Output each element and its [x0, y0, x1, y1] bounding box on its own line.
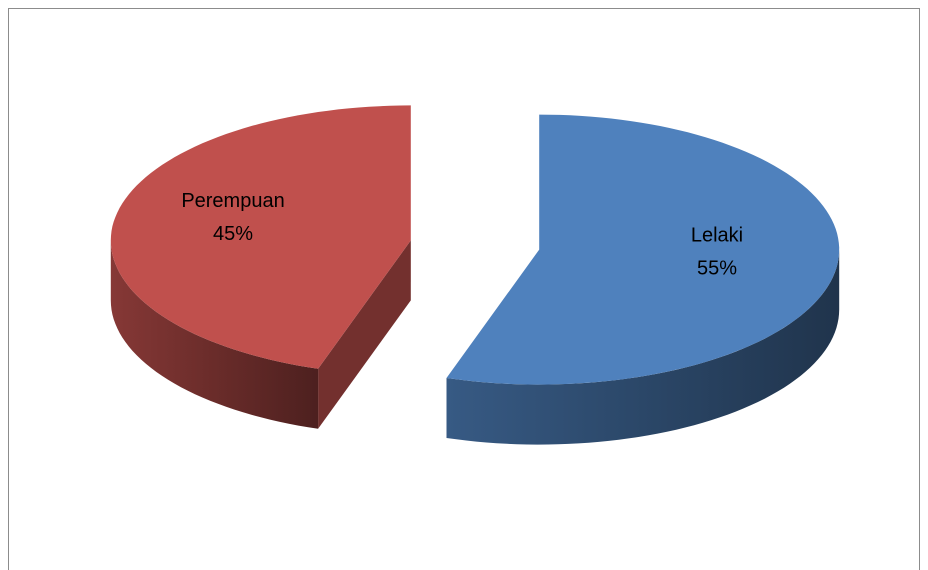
slice-cut-face	[318, 240, 411, 429]
slice-value-label: 55%	[697, 258, 737, 280]
slice-label: Lelaki	[691, 225, 743, 247]
slice-label: Perempuan	[181, 190, 284, 212]
slice-value-label: 45%	[213, 223, 253, 245]
slice-outer-wall	[446, 249, 840, 445]
slice-outer-wall	[110, 240, 319, 429]
slice	[446, 114, 840, 385]
slice	[110, 105, 411, 369]
